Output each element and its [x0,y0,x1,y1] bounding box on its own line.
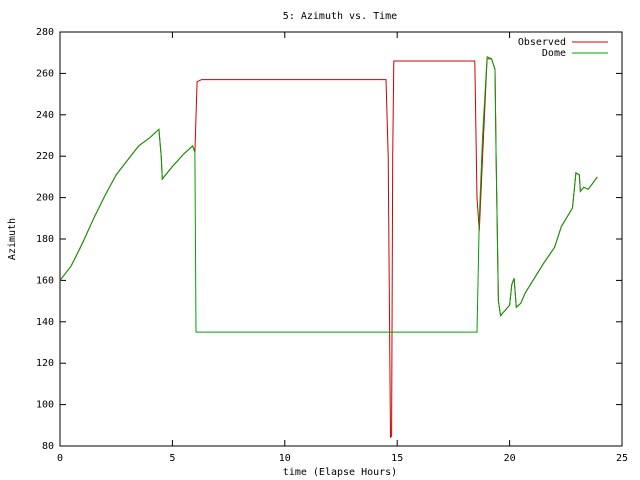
y-tick-label: 140 [36,317,54,328]
y-tick-label: 100 [36,400,54,411]
y-tick-label: 260 [36,68,54,79]
x-tick-label: 10 [279,453,291,464]
chart-title: 5: Azimuth vs. Time [283,11,397,22]
y-tick-label: 180 [36,234,54,245]
x-tick-label: 5 [169,453,175,464]
x-axis-label: time (Elapse Hours) [283,467,397,478]
legend-label: Dome [542,48,566,59]
y-tick-label: 160 [36,275,54,286]
y-tick-label: 240 [36,110,54,121]
data-line [59,58,598,438]
x-tick-label: 15 [391,453,403,464]
data-line [59,56,598,333]
y-tick-label: 80 [42,441,54,452]
x-tick-label: 20 [504,453,516,464]
legend-label: Observed [518,37,566,48]
y-tick-label: 200 [36,193,54,204]
y-tick-label: 120 [36,358,54,369]
y-axis-label: Azimuth [7,218,18,260]
plot-frame [59,31,623,447]
y-tick-label: 280 [36,27,54,38]
x-tick-label: 0 [57,453,63,464]
y-tick-label: 220 [36,151,54,162]
x-tick-label: 25 [616,453,628,464]
